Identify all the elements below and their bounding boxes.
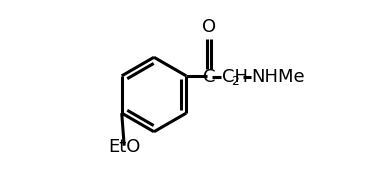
Text: CH: CH [222,68,248,86]
Text: C: C [202,68,215,86]
Text: EtO: EtO [108,138,141,156]
Text: NHMe: NHMe [251,68,305,86]
Text: O: O [202,18,216,36]
Text: 2: 2 [231,75,239,88]
